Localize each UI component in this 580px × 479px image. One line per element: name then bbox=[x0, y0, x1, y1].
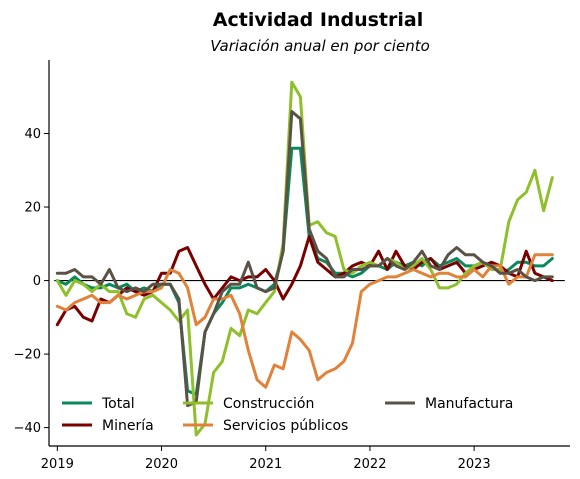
y-tick-label: 20 bbox=[24, 201, 41, 216]
y-tick-label: −20 bbox=[14, 348, 41, 363]
chart-title: Actividad Industrial bbox=[213, 9, 423, 31]
legend-label: Construcción bbox=[223, 396, 314, 412]
legend-label: Manufactura bbox=[425, 396, 513, 412]
series-lines bbox=[55, 80, 554, 437]
y-tick-label: −40 bbox=[14, 421, 41, 436]
y-tick-label: 0 bbox=[33, 274, 41, 289]
x-tick-label: 2022 bbox=[353, 457, 386, 472]
x-tick-label: 2019 bbox=[41, 457, 74, 472]
y-tick-label: 40 bbox=[24, 127, 41, 142]
x-tick-label: 2023 bbox=[458, 457, 491, 472]
chart-subtitle: Variación anual en por ciento bbox=[210, 37, 430, 55]
legend-label: Total bbox=[101, 396, 135, 412]
legend: Total Construcción Manufactura Minería Servi… bbox=[62, 396, 513, 434]
series-line-manufactura bbox=[55, 110, 554, 408]
x-tick-label: 2021 bbox=[249, 457, 282, 472]
legend-label: Minería bbox=[102, 418, 154, 434]
series-line-servicios-publicos bbox=[55, 253, 554, 389]
y-ticks: −40 −20 0 20 40 bbox=[14, 127, 49, 436]
x-ticks: 2019 2020 2021 2022 2023 bbox=[41, 446, 491, 472]
legend-label: Servicios públicos bbox=[223, 418, 348, 434]
x-tick-label: 2020 bbox=[145, 457, 178, 472]
